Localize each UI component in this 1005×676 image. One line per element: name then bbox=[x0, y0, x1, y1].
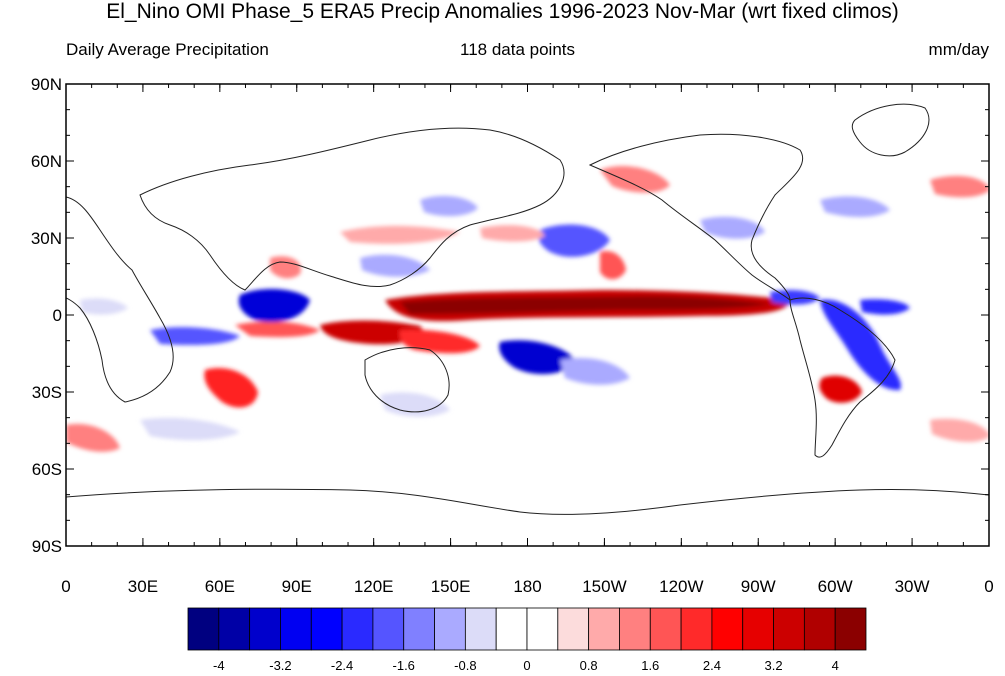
south-china-negative bbox=[360, 254, 430, 277]
colorbar-swatch bbox=[649, 607, 682, 651]
colorbar-swatch bbox=[403, 607, 435, 651]
colorbar-label: 0.8 bbox=[580, 658, 598, 673]
eurasia-coast bbox=[139, 127, 565, 291]
south-atlantic-east-positive bbox=[66, 423, 120, 452]
colorbar-swatch bbox=[619, 607, 651, 651]
lon-tick-label: 60W bbox=[818, 577, 853, 596]
colorbar-label: -3.2 bbox=[269, 658, 291, 673]
colorbar-swatch bbox=[495, 607, 528, 651]
lon-tick-label: 60E bbox=[205, 577, 235, 596]
colorbar-label: 2.4 bbox=[703, 658, 721, 673]
lat-tick-label: 30N bbox=[31, 229, 62, 248]
maritime-positive bbox=[320, 320, 423, 345]
lat-tick-label: 60S bbox=[32, 460, 62, 479]
lon-tick-label: 120E bbox=[354, 577, 394, 596]
indonesia-positive bbox=[399, 329, 480, 354]
antarctica-coast bbox=[66, 488, 989, 515]
lat-tick-label: 0 bbox=[53, 306, 62, 325]
south-pacific-negative bbox=[499, 340, 575, 375]
south-indian-positive bbox=[204, 368, 258, 408]
chart-title: El_Nino OMI Phase_5 ERA5 Precip Anomalie… bbox=[106, 0, 899, 23]
colorbar: -4 -3.2 -2.4 -1.6 -0.8 0 0.8 1.6 2.4 3.2 4 bbox=[187, 607, 867, 673]
south-america-negative bbox=[820, 299, 901, 391]
colorbar-swatch bbox=[680, 607, 713, 651]
north-atlantic-positive bbox=[930, 175, 989, 198]
colorbar-swatch bbox=[742, 607, 774, 651]
west-pacific-positive bbox=[480, 225, 545, 242]
south-america-coast bbox=[789, 297, 896, 458]
lon-tick-label: 120W bbox=[659, 577, 703, 596]
colorbar-swatch bbox=[249, 607, 281, 651]
lat-tick-label: 60N bbox=[31, 152, 62, 171]
lon-tick-label: 180 bbox=[513, 577, 541, 596]
south-atlantic-west-positive bbox=[930, 418, 989, 442]
colorbar-swatch bbox=[526, 607, 559, 651]
lon-tick-label: 30W bbox=[895, 577, 930, 596]
colorbar-swatch bbox=[773, 607, 805, 651]
indian-ocean-positive bbox=[235, 321, 320, 338]
lon-tick-label: 90E bbox=[282, 577, 312, 596]
australia-light-negative bbox=[380, 392, 450, 417]
colorbar-swatch bbox=[341, 607, 374, 651]
southern-ocean-negative bbox=[140, 417, 240, 441]
colorbar-swatch bbox=[372, 607, 405, 651]
africa-light-negative bbox=[80, 298, 128, 315]
colorbar-label: -4 bbox=[213, 658, 225, 673]
colorbar-label: 1.6 bbox=[641, 658, 659, 673]
colorbar-label: 4 bbox=[832, 658, 839, 673]
center-subtitle: 118 data points bbox=[460, 40, 575, 59]
lon-tick-label: 0 bbox=[984, 577, 993, 596]
pacific-core-band bbox=[400, 296, 770, 314]
australia-coast bbox=[364, 347, 450, 413]
south-atlantic-positive bbox=[819, 375, 862, 403]
north-atlantic-negative bbox=[820, 196, 890, 217]
colorbar-swatch bbox=[280, 607, 312, 651]
hawaii-positive bbox=[600, 250, 626, 280]
coastlines bbox=[66, 103, 989, 515]
colorbar-swatch bbox=[310, 607, 343, 651]
colorbar-swatch bbox=[434, 607, 466, 651]
units-label: mm/day bbox=[928, 40, 989, 59]
colorbar-label: 0 bbox=[523, 658, 530, 673]
colorbar-swatch bbox=[218, 607, 251, 651]
lon-tick-label: 0 bbox=[61, 577, 70, 596]
colorbar-swatch bbox=[711, 607, 744, 651]
left-subtitle: Daily Average Precipitation bbox=[66, 40, 269, 59]
anomaly-field bbox=[66, 103, 989, 515]
africa-coast bbox=[66, 196, 174, 403]
axis-ticks: 90N 60N 30N 0 30S 60S 90S 0 30E 60E 90E 120E 150E 180… bbox=[31, 75, 994, 596]
atlantic-negative bbox=[860, 299, 910, 315]
gulf-alaska-positive bbox=[600, 165, 670, 193]
bay-of-bengal-negative bbox=[238, 288, 310, 322]
lon-tick-label: 90W bbox=[741, 577, 776, 596]
colorbar-swatch bbox=[588, 607, 620, 651]
lon-tick-label: 150E bbox=[431, 577, 471, 596]
greenland-coast bbox=[851, 103, 930, 157]
colorbar-swatch bbox=[464, 607, 497, 651]
lat-tick-label: 90S bbox=[32, 537, 62, 556]
colorbar-label: -2.4 bbox=[331, 658, 353, 673]
pacific-northeast-negative bbox=[700, 216, 765, 239]
east-asia-positive bbox=[340, 225, 460, 244]
colorbar-label: -0.8 bbox=[454, 658, 476, 673]
colorbar-swatch bbox=[187, 607, 220, 651]
lon-tick-label: 150W bbox=[582, 577, 626, 596]
north-pacific-negative bbox=[538, 224, 610, 257]
colorbar-swatch bbox=[557, 607, 590, 651]
lat-tick-label: 90N bbox=[31, 75, 62, 94]
india-positive bbox=[270, 256, 301, 279]
central-america-negative bbox=[770, 290, 820, 305]
north-america-coast bbox=[588, 133, 804, 302]
colorbar-swatch bbox=[834, 607, 867, 651]
south-pacific-light-negative bbox=[560, 358, 630, 385]
colorbar-label: -1.6 bbox=[393, 658, 415, 673]
japan-negative bbox=[420, 195, 478, 217]
lat-tick-label: 30S bbox=[32, 383, 62, 402]
colorbar-label: 3.2 bbox=[765, 658, 783, 673]
west-indian-negative bbox=[150, 327, 240, 346]
lon-tick-label: 30E bbox=[128, 577, 158, 596]
colorbar-swatch bbox=[803, 607, 836, 651]
